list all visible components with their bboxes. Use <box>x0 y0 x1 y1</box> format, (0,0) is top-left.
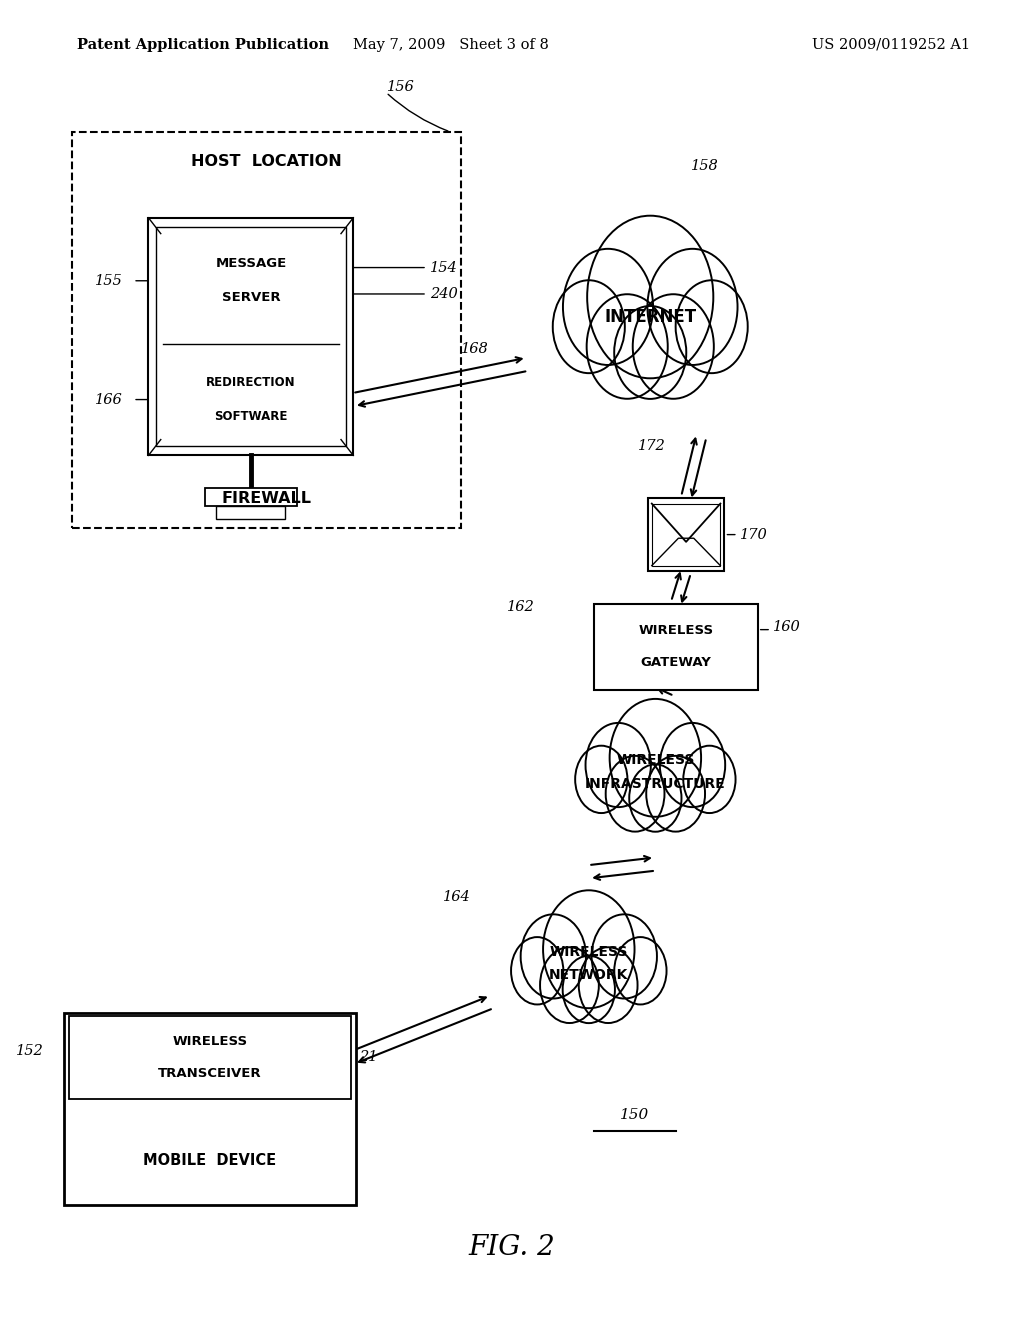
Text: INFRASTRUCTURE: INFRASTRUCTURE <box>585 777 726 791</box>
Circle shape <box>587 215 714 379</box>
Text: NETWORK: NETWORK <box>549 969 629 982</box>
Text: May 7, 2009   Sheet 3 of 8: May 7, 2009 Sheet 3 of 8 <box>352 38 549 51</box>
Circle shape <box>562 956 615 1023</box>
Text: FIG. 2: FIG. 2 <box>469 1234 555 1261</box>
Text: GATEWAY: GATEWAY <box>640 656 712 669</box>
Text: 170: 170 <box>739 528 768 541</box>
Text: SOFTWARE: SOFTWARE <box>214 411 288 424</box>
Circle shape <box>540 948 599 1023</box>
Bar <box>216 506 286 519</box>
Text: 154: 154 <box>430 260 458 275</box>
Circle shape <box>520 915 586 998</box>
Text: 240: 240 <box>430 286 458 301</box>
Bar <box>72 132 461 528</box>
Circle shape <box>563 249 653 366</box>
Circle shape <box>683 746 735 813</box>
Text: INTERNET: INTERNET <box>604 308 696 326</box>
Text: 158: 158 <box>691 160 719 173</box>
Bar <box>652 503 721 565</box>
Circle shape <box>647 249 737 366</box>
Text: MESSAGE: MESSAGE <box>215 257 287 271</box>
Circle shape <box>543 890 635 1008</box>
Text: 164: 164 <box>442 890 470 904</box>
Text: 166: 166 <box>95 392 123 407</box>
Circle shape <box>614 937 667 1005</box>
Circle shape <box>579 948 638 1023</box>
Circle shape <box>614 306 686 399</box>
Text: 155: 155 <box>95 273 123 288</box>
Text: HOST  LOCATION: HOST LOCATION <box>190 153 342 169</box>
Text: Patent Application Publication: Patent Application Publication <box>77 38 329 51</box>
Bar <box>594 605 758 689</box>
Circle shape <box>592 915 657 998</box>
Circle shape <box>575 746 628 813</box>
Text: 160: 160 <box>773 620 801 634</box>
Text: 150: 150 <box>621 1109 649 1122</box>
Text: FIREWALL: FIREWALL <box>221 491 311 507</box>
Text: 21: 21 <box>358 1051 378 1064</box>
Text: 152: 152 <box>15 1044 43 1059</box>
Text: WIRELESS: WIRELESS <box>550 945 628 958</box>
Bar <box>156 227 346 446</box>
Circle shape <box>605 756 665 832</box>
Text: US 2009/0119252 A1: US 2009/0119252 A1 <box>812 38 970 51</box>
Circle shape <box>586 723 651 807</box>
Circle shape <box>629 764 682 832</box>
Text: REDIRECTION: REDIRECTION <box>206 376 296 389</box>
Bar <box>63 1014 356 1204</box>
Text: MOBILE  DEVICE: MOBILE DEVICE <box>143 1152 276 1168</box>
Text: 162: 162 <box>507 601 535 614</box>
Bar <box>648 498 725 570</box>
Text: WIRELESS: WIRELESS <box>616 754 694 767</box>
Text: 156: 156 <box>387 81 415 94</box>
Circle shape <box>646 756 706 832</box>
Circle shape <box>587 294 668 399</box>
Text: 168: 168 <box>461 342 488 356</box>
Circle shape <box>511 937 563 1005</box>
Circle shape <box>609 698 701 817</box>
Bar <box>70 1016 350 1100</box>
Text: WIRELESS: WIRELESS <box>172 1035 248 1048</box>
Text: TRANSCEIVER: TRANSCEIVER <box>158 1067 262 1080</box>
Circle shape <box>676 280 748 374</box>
Circle shape <box>553 280 625 374</box>
Circle shape <box>633 294 714 399</box>
Text: WIRELESS: WIRELESS <box>638 624 714 638</box>
Bar <box>205 488 297 506</box>
Circle shape <box>659 723 725 807</box>
Bar <box>148 218 353 455</box>
Text: SERVER: SERVER <box>221 292 281 305</box>
Text: 172: 172 <box>638 438 666 453</box>
